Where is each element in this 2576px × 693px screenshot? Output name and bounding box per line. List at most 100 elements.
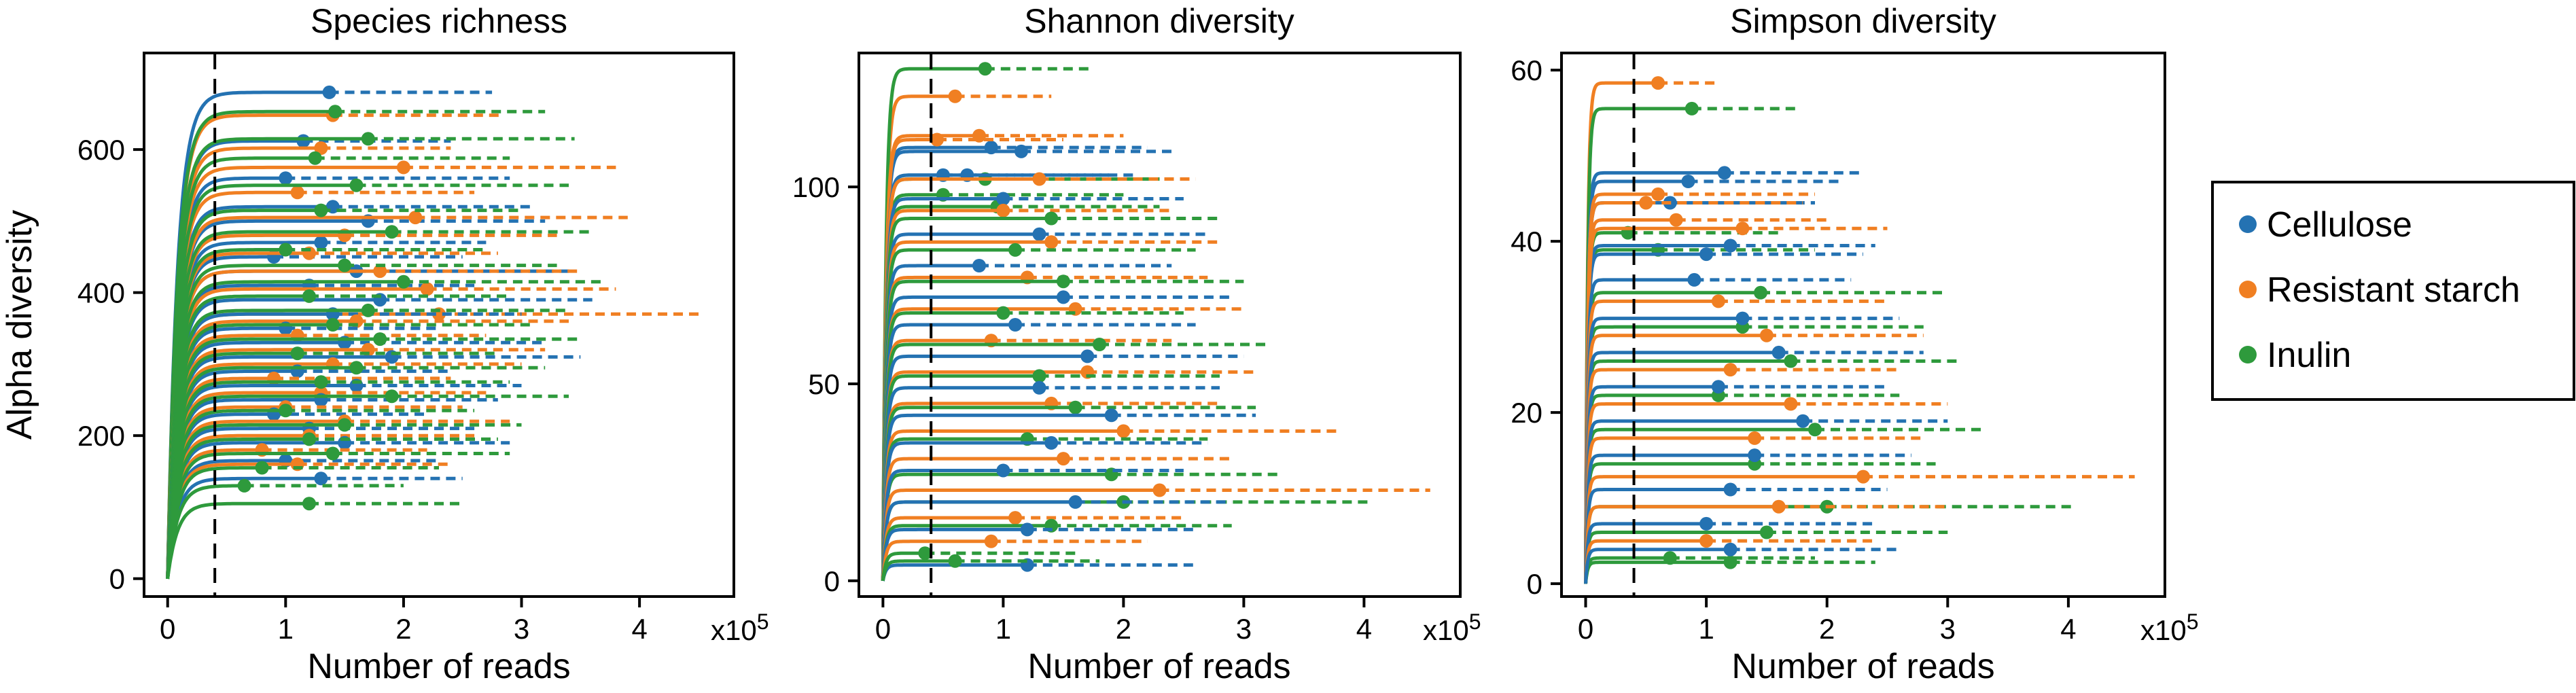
sample-point-inulin <box>948 554 962 568</box>
sample-point-resistant-starch <box>1116 424 1131 438</box>
sample-point-inulin <box>314 203 328 217</box>
legend-entry-inulin: Inulin <box>2239 336 2351 375</box>
x-tick-label: 3 <box>1940 613 1956 645</box>
x-tick-label: 0 <box>875 613 891 645</box>
sample-point-resistant-starch <box>408 211 423 225</box>
sample-point-inulin <box>996 306 1010 320</box>
sample-point-inulin <box>237 478 251 493</box>
rarefaction-line-cellulose <box>881 290 1232 581</box>
sample-point-cellulose <box>1032 227 1046 241</box>
sample-point-cellulose <box>314 472 328 486</box>
legend-label: Resistant starch <box>2267 270 2520 310</box>
panel-title: Species richness <box>311 2 567 40</box>
x-tick-label: 2 <box>1819 613 1835 645</box>
sample-point-resistant-starch <box>1669 213 1683 227</box>
rarefaction-curve-resistant-starch <box>1584 226 1743 584</box>
y-tick-label: 100 <box>792 171 840 203</box>
rarefaction-curve-resistant-starch <box>881 275 1027 581</box>
sample-point-resistant-starch <box>1651 76 1665 90</box>
y-tick-label: 0 <box>1527 568 1542 600</box>
sample-point-cellulose <box>1068 495 1082 509</box>
rarefaction-curve-resistant-starch <box>881 429 1124 581</box>
sample-point-resistant-starch <box>1771 499 1786 514</box>
sample-point-inulin <box>1032 369 1046 383</box>
rarefaction-curve-cellulose <box>881 500 1076 581</box>
sample-point-resistant-starch <box>1748 431 1762 445</box>
x-tick-label: 2 <box>1116 613 1131 645</box>
tick-group: 0 1 2 3 4 0 200 400 600 <box>77 134 648 645</box>
sample-point-cellulose <box>1044 436 1059 450</box>
rarefaction-line-resistant-starch <box>1584 499 1948 584</box>
rarefaction-curve-inulin <box>166 501 309 580</box>
sample-point-resistant-starch <box>1699 534 1714 548</box>
axes-frame <box>143 52 735 598</box>
legend-marker-cellulose <box>2239 215 2257 233</box>
axes-frame <box>1560 52 2166 598</box>
legend-frame <box>2211 181 2575 401</box>
rarefaction-line-inulin <box>166 497 463 580</box>
y-tick-label: 50 <box>808 368 840 400</box>
sample-point-cellulose <box>296 134 311 148</box>
sample-point-resistant-starch <box>1056 452 1070 466</box>
rarefaction-line-cellulose <box>881 380 1220 581</box>
rarefaction-line-cellulose <box>1584 380 1888 584</box>
sample-point-cellulose <box>1080 349 1095 363</box>
sample-point-cellulose <box>322 85 336 99</box>
multiplier-base: x10 <box>1423 614 1469 646</box>
sample-point-inulin <box>255 461 269 475</box>
sample-point-cellulose <box>1687 272 1701 287</box>
legend-label: Cellulose <box>2267 205 2412 245</box>
sample-point-inulin <box>918 546 932 561</box>
sample-point-inulin <box>325 318 340 332</box>
sample-point-resistant-starch <box>1152 483 1167 497</box>
sample-point-inulin <box>1044 211 1059 226</box>
sample-point-inulin <box>396 274 410 289</box>
sample-point-inulin <box>1684 101 1699 116</box>
rarefaction-line-inulin <box>166 225 593 579</box>
sample-point-cellulose <box>1796 414 1810 428</box>
rarefaction-line-cellulose <box>1584 516 1875 584</box>
sample-point-cellulose <box>1014 144 1028 158</box>
sample-point-cellulose <box>1723 482 1737 497</box>
rarefaction-line-cellulose <box>1584 482 1888 584</box>
sample-point-inulin <box>1008 243 1023 257</box>
y-axis-label: Alpha diversity <box>0 210 39 440</box>
sample-point-resistant-starch <box>1032 172 1046 186</box>
legend-marker-inulin <box>2239 346 2257 363</box>
sample-point-cellulose <box>1771 345 1786 359</box>
rarefaction-curve-resistant-starch <box>1584 505 1779 584</box>
rarefaction-line-cellulose <box>1584 448 1911 584</box>
sample-point-inulin <box>302 432 316 446</box>
sample-point-cellulose <box>1699 247 1714 262</box>
sample-point-inulin <box>325 446 340 461</box>
sample-point-resistant-starch <box>1044 235 1059 249</box>
rarefaction-line-inulin <box>1584 551 1815 584</box>
rarefaction-curve-cellulose <box>1584 317 1743 584</box>
sample-point-cellulose <box>1056 290 1070 304</box>
sample-point-inulin <box>308 151 322 165</box>
rarefaction-line-inulin <box>166 258 557 579</box>
x-tick-label: 4 <box>2060 613 2076 645</box>
x-tick-label: 4 <box>1356 613 1372 645</box>
sample-point-cellulose <box>1735 311 1750 325</box>
sample-point-cellulose <box>1723 238 1737 253</box>
rarefaction-line-inulin <box>166 478 404 580</box>
sample-point-resistant-starch <box>984 534 998 548</box>
sample-point-cellulose <box>314 235 328 249</box>
sample-point-resistant-starch <box>1639 196 1653 210</box>
rarefaction-curve-resistant-starch <box>1584 334 1767 584</box>
sample-point-cellulose <box>996 192 1010 206</box>
rarefaction-line-resistant-starch <box>881 89 1052 581</box>
y-tick-label: 0 <box>824 565 840 597</box>
x-tick-label: 3 <box>1236 613 1252 645</box>
sample-point-inulin <box>1754 285 1767 300</box>
rarefaction-line-cellulose <box>166 436 510 579</box>
y-tick-label: 400 <box>77 277 125 309</box>
sample-point-inulin <box>361 132 375 146</box>
rarefaction-curve-cellulose <box>1584 252 1707 584</box>
sample-point-cellulose <box>1020 522 1034 537</box>
sample-point-inulin <box>279 404 293 418</box>
